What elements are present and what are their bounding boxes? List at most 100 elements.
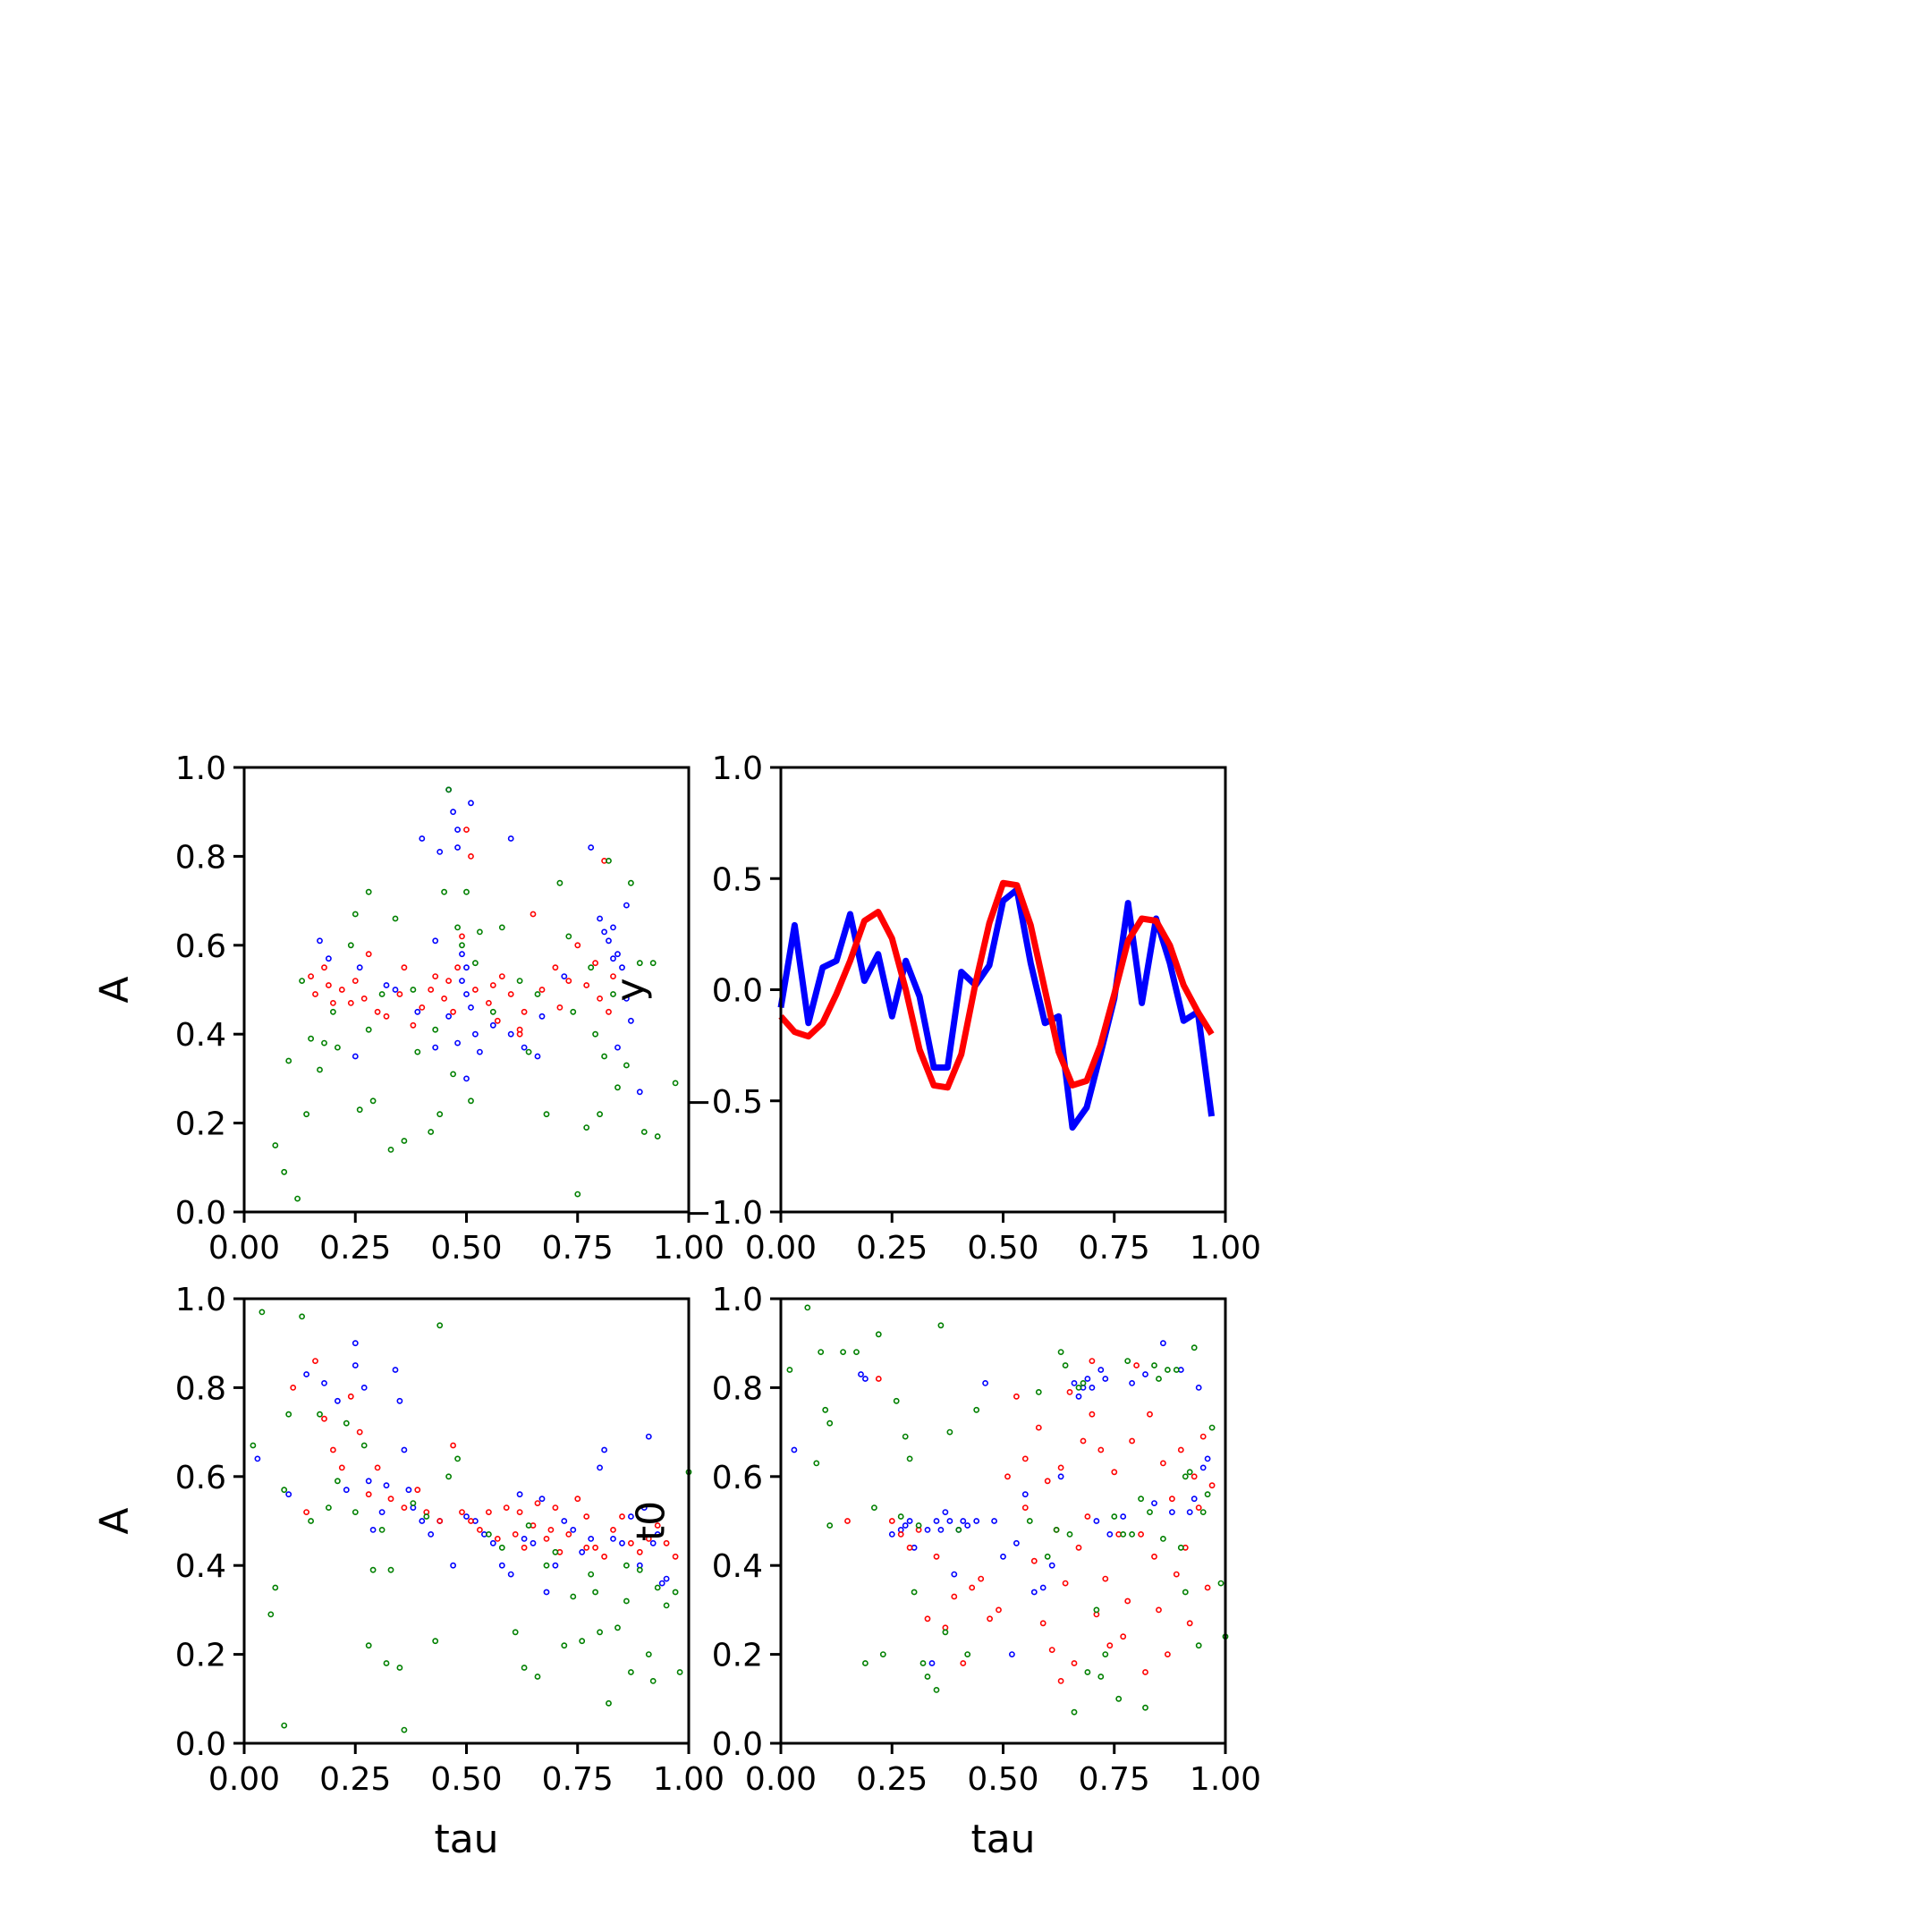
scatter-point-blue: [973, 1518, 980, 1524]
scatter-point-green: [428, 1129, 435, 1135]
scatter-point-green: [1115, 1695, 1123, 1702]
scatter-point-red: [1075, 1544, 1082, 1551]
scatter-point-green: [818, 1349, 825, 1355]
y-tick-label: 0.6: [175, 928, 226, 965]
scatter-point-green: [1182, 1473, 1189, 1480]
scatter-point-blue: [1097, 1367, 1105, 1373]
scatter-point-green: [250, 1442, 257, 1449]
scatter-point-blue: [937, 1527, 945, 1533]
x-tick-label: 1.00: [1190, 1761, 1261, 1798]
y-tick-label: −1.0: [685, 1195, 763, 1232]
y-tick-label: 0.6: [712, 1460, 763, 1496]
scatter-point-green: [308, 1035, 314, 1042]
scatter-point-blue: [654, 1531, 661, 1538]
y-tick-label: 1.0: [175, 750, 226, 787]
x-tick-label: 0.25: [319, 1230, 391, 1267]
scatter-point-red: [844, 1518, 851, 1524]
scatter-point-green: [1066, 1531, 1073, 1538]
x-axis-label: tau: [970, 1817, 1035, 1862]
scatter-point-red: [494, 1536, 501, 1542]
scatter-point-red: [1071, 1660, 1078, 1666]
scatter-point-green: [636, 1566, 643, 1573]
scatter-point-blue: [1199, 1464, 1207, 1471]
scatter-point-red: [583, 982, 590, 988]
scatter-point-red: [906, 1544, 913, 1551]
scatter-point-blue: [964, 1522, 971, 1529]
scatter-point-red: [312, 991, 318, 997]
scatter-point-red: [1066, 1389, 1073, 1395]
scatter-point-red: [512, 1531, 519, 1538]
scatter-point-green: [906, 1455, 913, 1462]
scatter-point-red: [1199, 1433, 1207, 1440]
scatter-point-green: [1129, 1531, 1135, 1538]
scatter-point-green: [1026, 1518, 1033, 1524]
scatter-point-blue: [401, 1446, 408, 1453]
scatter-point-green: [840, 1349, 846, 1355]
scatter-point-green: [897, 1513, 904, 1520]
scatter-point-red: [556, 1004, 564, 1011]
scatter-point-green: [498, 924, 505, 931]
scatter-point-green: [1147, 1509, 1153, 1515]
scatter-point-blue: [432, 1044, 439, 1051]
scatter-point-blue: [445, 1013, 452, 1020]
scatter-point-blue: [356, 964, 363, 971]
scatter-point-green: [871, 1504, 877, 1511]
scatter-point-red: [1089, 1411, 1096, 1418]
scatter-point-blue: [614, 1044, 621, 1051]
scatter-point-blue: [614, 951, 621, 958]
scatter-point-green: [317, 1066, 323, 1073]
x-tick-label: 0.75: [1079, 1761, 1150, 1798]
y-axis-label: A: [92, 976, 138, 1003]
series-line-red: [778, 879, 1215, 1091]
x-tick-label: 0.50: [430, 1761, 502, 1798]
scatter-point-red: [654, 1522, 661, 1529]
scatter-point-blue: [561, 973, 568, 979]
scatter-point-blue: [507, 835, 514, 842]
scatter-point-red: [383, 1013, 390, 1020]
scatter-point-green: [1151, 1362, 1157, 1368]
scatter-point-red: [468, 1518, 474, 1524]
scatter-point-green: [267, 1611, 275, 1618]
scatter-point-green: [1165, 1367, 1171, 1373]
scatter-point-green: [606, 1699, 612, 1707]
x-tick-label: 0.75: [542, 1230, 614, 1267]
y-tick-label: 0.6: [175, 1460, 226, 1496]
scatter-point-green: [356, 1106, 363, 1114]
scatter-point-blue: [383, 982, 390, 988]
y-tick-label: 0.4: [175, 1017, 226, 1054]
y-tick-label: 0.0: [712, 1726, 763, 1763]
scatter-point-red: [1048, 1647, 1055, 1653]
scatter-point-red: [1133, 1362, 1140, 1368]
scatter-point-blue: [436, 849, 444, 855]
x-tick-label: 1.00: [653, 1230, 724, 1267]
scatter-point-green: [1138, 1496, 1144, 1503]
scatter-point-red: [365, 1491, 372, 1498]
scatter-point-blue: [405, 1487, 412, 1494]
scatter-point-blue: [1048, 1562, 1055, 1569]
scatter-point-blue: [933, 1518, 940, 1524]
x-tick-label: 0.00: [208, 1230, 280, 1267]
scatter-point-red: [347, 1393, 354, 1400]
scatter-point-blue: [628, 1513, 634, 1520]
scatter-point-green: [826, 1419, 834, 1427]
scatter-point-blue: [628, 1017, 634, 1024]
scatter-point-green: [352, 911, 359, 918]
scatter-point-green: [937, 1322, 945, 1329]
scatter-point-blue: [334, 1397, 341, 1404]
x-tick-label: 0.25: [856, 1761, 928, 1798]
scatter-point-red: [329, 1000, 336, 1006]
scatter-point-green: [281, 1722, 288, 1729]
scatter-point-red: [543, 1536, 550, 1542]
scatter-point-green: [1084, 1669, 1091, 1675]
scatter-point-blue: [1084, 1376, 1091, 1382]
scatter-point-blue: [597, 1464, 603, 1471]
scatter-point-blue: [610, 955, 616, 962]
scatter-point-blue: [419, 835, 426, 842]
scatter-point-blue: [516, 1491, 523, 1498]
scatter-point-green: [614, 1624, 621, 1631]
scatter-point-red: [1004, 1473, 1011, 1480]
scatter-point-green: [1035, 1389, 1042, 1395]
scatter-point-red: [1080, 1437, 1087, 1445]
scatter-point-green: [672, 1589, 679, 1596]
scatter-point-red: [1151, 1553, 1157, 1560]
